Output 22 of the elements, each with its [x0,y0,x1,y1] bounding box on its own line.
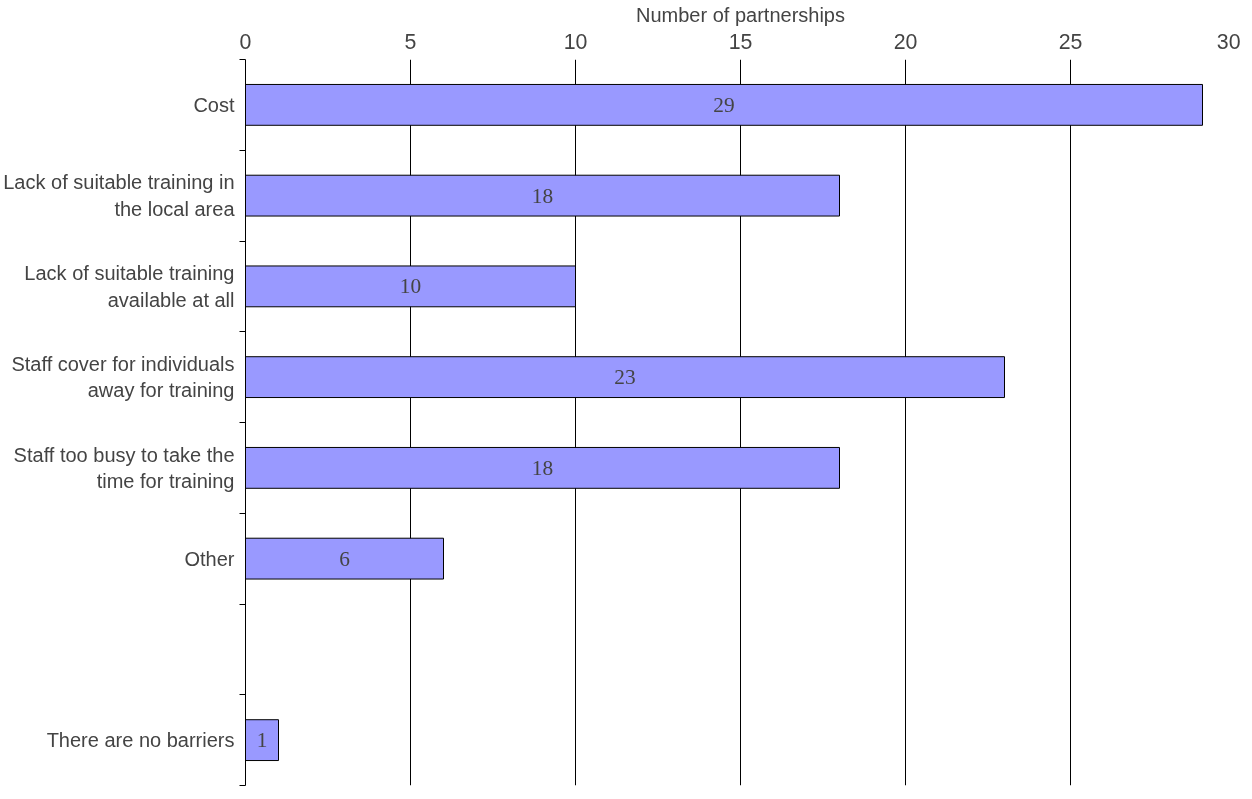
y-tick-label: Cost [193,93,235,116]
y-tick-label: Lack of suitable training in the local area [3,171,236,220]
x-tick-label: 0 [239,29,252,54]
data-label: 29 [713,92,735,117]
x-tick-label: 5 [404,29,417,54]
x-axis-title: Number of partnerships [636,3,845,26]
data-label: 6 [339,546,351,571]
x-tick-label: 30 [1216,29,1241,54]
y-tick-label: Staff cover for individuals away for training [11,352,235,402]
data-label: 1 [256,728,268,753]
y-tick-label: There are no barriers [46,729,235,752]
y-tick-label: Other [184,547,235,570]
x-tick-label: 15 [728,29,753,54]
x-tick-label: 10 [563,29,588,54]
data-label: 10 [399,274,422,299]
data-label: 18 [531,183,554,208]
y-tick-label: Lack of suitable training available at all [24,262,235,311]
data-label: 18 [531,455,554,480]
data-label: 23 [614,365,636,390]
y-tick-label: Staff too busy to take the time for training [13,443,235,493]
x-tick-label: 25 [1058,29,1083,54]
x-tick-label: 20 [893,29,918,54]
